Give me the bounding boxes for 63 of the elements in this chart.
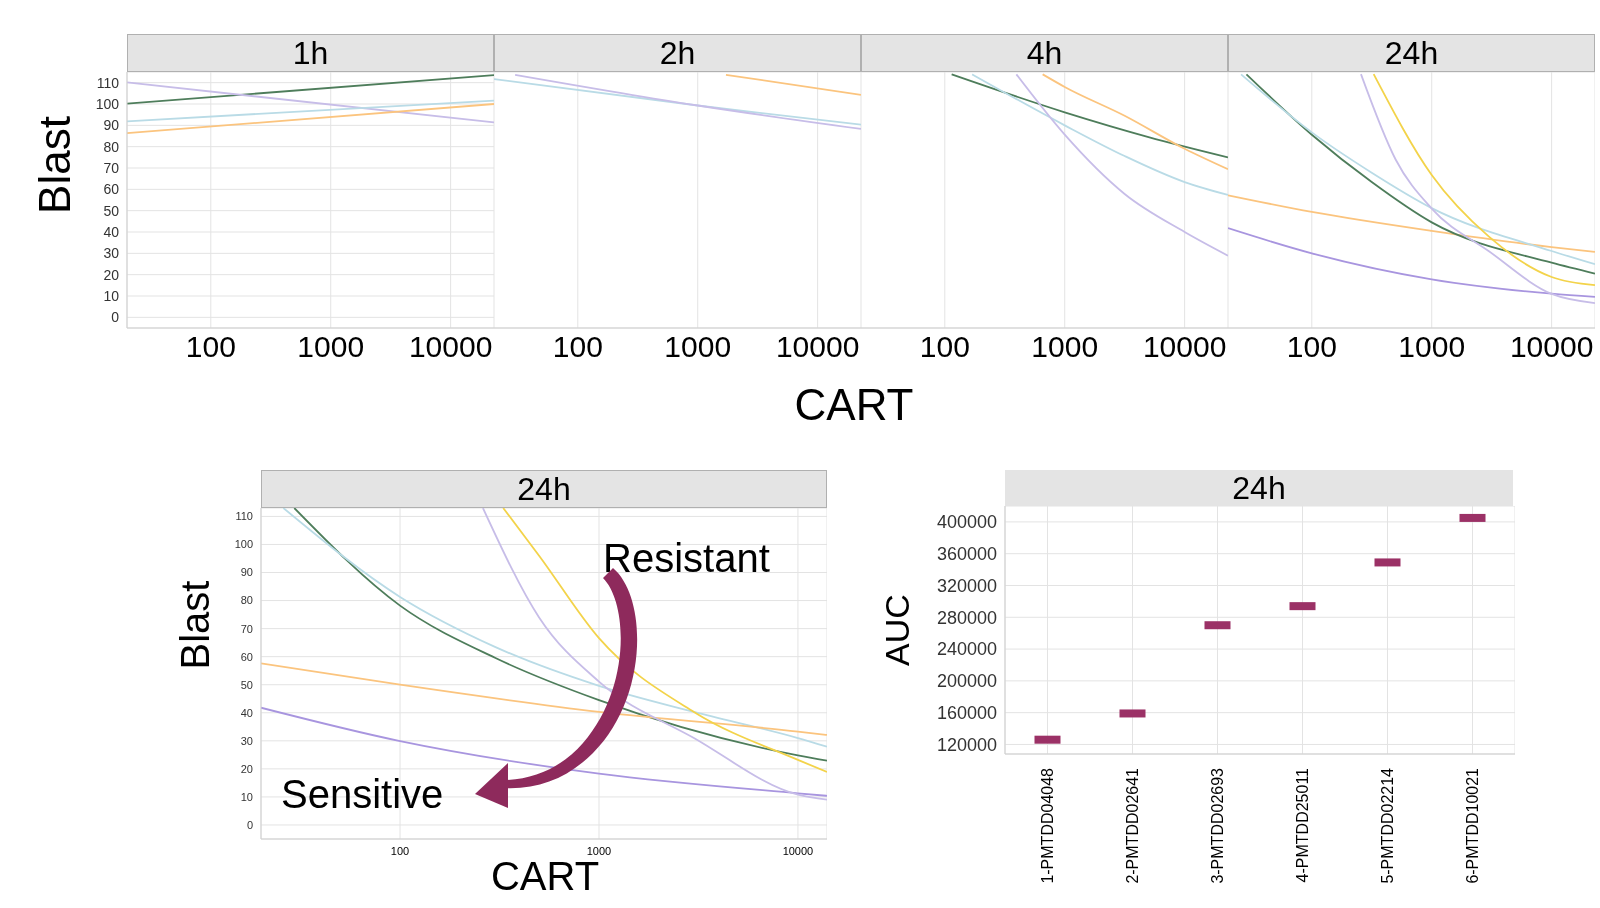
y-tick-label: 100 (234, 538, 253, 551)
x-axis-title: CART (794, 380, 914, 430)
y-tick-label: 70 (240, 622, 253, 635)
annotation: Resistant (603, 536, 770, 580)
x-tick-label: 3-PMTDD02693 (1209, 767, 1226, 884)
chart-title: 24h (1228, 34, 1595, 72)
y-tick-label: 110 (96, 74, 120, 91)
x-tick-label: 100 (552, 330, 603, 364)
x-tick-label: 10000 (1142, 330, 1227, 364)
chart-title: 2h (494, 34, 861, 72)
x-tick-label: 1000 (1031, 330, 1099, 364)
y-tick-label: 50 (103, 202, 120, 219)
y-tick-label: 200000 (936, 671, 997, 692)
y-axis-title: Blast (172, 580, 218, 670)
y-axis-title: Blast (30, 116, 80, 214)
y-tick-label: 160000 (936, 703, 997, 724)
x-tick-label: 2-PMTDD02641 (1124, 767, 1141, 884)
x-tick-label: 10000 (775, 330, 860, 364)
y-tick-label: 240000 (936, 639, 997, 660)
y-tick-label: 60 (103, 181, 120, 198)
x-tick-label: 10000 (1509, 330, 1594, 364)
x-tick-label: 10000 (408, 330, 493, 364)
y-tick-label: 120000 (936, 734, 997, 755)
x-tick-label: 5-PMTDD02214 (1379, 767, 1396, 884)
y-axis-title: AUC (877, 594, 917, 666)
y-tick-label: 10 (240, 790, 253, 803)
chart-title: 1h (127, 34, 494, 72)
x-tick-label: 1000 (664, 330, 732, 364)
x-tick-label: 4-PMTDD25011 (1294, 767, 1311, 883)
y-tick-label: 280000 (936, 607, 997, 628)
y-tick-label: 20 (240, 762, 253, 775)
y-tick-label: 10 (103, 287, 120, 304)
y-tick-label: 400000 (936, 512, 997, 533)
x-tick-label: 100 (1286, 330, 1337, 364)
x-tick-label: 100 (390, 844, 410, 857)
y-tick-label: 80 (240, 594, 253, 607)
y-tick-label: 80 (103, 138, 120, 155)
y-tick-label: 90 (103, 117, 120, 134)
y-tick-label: 70 (103, 159, 120, 176)
x-tick-label: 1000 (1398, 330, 1466, 364)
y-tick-label: 90 (240, 566, 253, 579)
chart-title: 24h (1005, 470, 1513, 506)
x-tick-label: 6-PMTDD10021 (1464, 767, 1481, 884)
y-tick-label: 40 (240, 706, 253, 719)
x-tick-label: 1-PMTDD04048 (1039, 767, 1056, 884)
annotation: Sensitive (281, 772, 444, 816)
y-tick-label: 110 (235, 510, 253, 523)
y-tick-label: 30 (240, 734, 253, 747)
y-tick-label: 50 (240, 678, 253, 691)
y-tick-label: 100 (95, 95, 120, 112)
y-tick-label: 0 (111, 309, 120, 326)
chart-title: 24h (261, 470, 827, 508)
x-tick-label: 1000 (586, 844, 612, 857)
y-tick-label: 60 (240, 650, 253, 663)
y-tick-label: 320000 (936, 575, 997, 596)
y-tick-label: 30 (103, 245, 120, 262)
y-tick-label: 40 (103, 223, 120, 240)
y-tick-label: 20 (103, 266, 120, 283)
y-tick-label: 360000 (936, 544, 997, 565)
chart-title: 4h (861, 34, 1228, 72)
x-tick-label: 10000 (782, 844, 814, 857)
x-tick-label: 1000 (297, 330, 365, 364)
y-tick-label: 0 (246, 818, 253, 831)
